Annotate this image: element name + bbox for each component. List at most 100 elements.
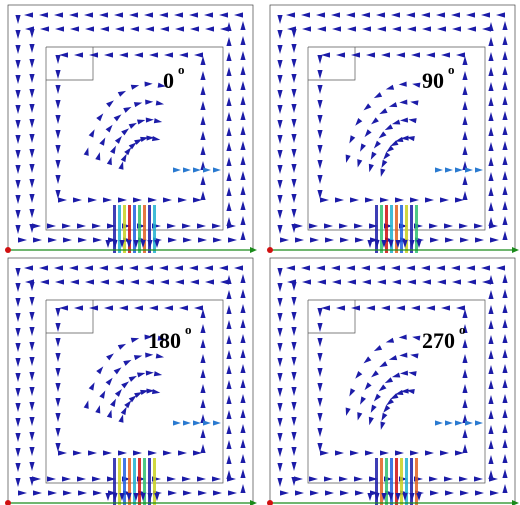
arrow [167, 223, 176, 228]
arrow [145, 82, 153, 87]
arrow [145, 100, 153, 105]
arrow [29, 29, 34, 38]
arrow [174, 12, 183, 17]
arrow [462, 191, 467, 200]
arrow [240, 469, 245, 478]
arrow [389, 355, 397, 360]
feed-strip [385, 458, 388, 505]
arrow [118, 91, 126, 97]
arrow [412, 83, 420, 88]
arrow [226, 305, 231, 314]
arrow [226, 157, 231, 166]
arrow [47, 223, 56, 228]
arrow [362, 26, 371, 31]
arrow [392, 373, 400, 378]
arrow [240, 409, 245, 418]
arrow [395, 390, 403, 395]
arrow [320, 450, 329, 455]
arrow [336, 305, 345, 310]
arrow [200, 191, 205, 200]
arrow [426, 52, 435, 57]
arrow [219, 12, 228, 17]
arrow [502, 186, 507, 195]
arrow [291, 164, 296, 173]
arrow [488, 380, 493, 389]
arrow [380, 450, 389, 455]
arrow [286, 12, 295, 17]
arrow [15, 135, 20, 144]
arrow [291, 104, 296, 113]
arrow [159, 265, 168, 270]
axis-arrowhead [512, 500, 519, 505]
arrow [63, 237, 72, 242]
arrow [234, 12, 243, 17]
arrow [291, 134, 296, 143]
arrow [371, 117, 379, 124]
arrow [119, 305, 128, 310]
arrow [115, 279, 124, 284]
arrow [422, 279, 431, 284]
arrow [124, 400, 131, 408]
feed-strip [380, 458, 383, 505]
arrow [105, 240, 110, 248]
arrow [460, 237, 469, 242]
degree-mark: o [185, 322, 192, 337]
arrow [15, 268, 20, 277]
arrow [291, 44, 296, 53]
arrow [435, 167, 443, 172]
arrow [441, 52, 450, 57]
arrow [40, 26, 49, 31]
arrow [183, 490, 192, 495]
arrow [189, 12, 198, 17]
arrow [89, 52, 98, 57]
arrow [29, 104, 34, 113]
arrow [163, 450, 172, 455]
arrow [325, 237, 334, 242]
arrow [374, 345, 382, 351]
arrow [502, 334, 507, 343]
arrow [488, 82, 493, 91]
arrow [226, 82, 231, 91]
arrow [301, 12, 310, 17]
arrow [502, 231, 507, 240]
arrow [115, 26, 124, 31]
arrow [58, 450, 67, 455]
arrow [15, 210, 20, 219]
arrow [15, 418, 20, 427]
arrow [366, 52, 375, 57]
arrow [280, 490, 289, 495]
arrow [133, 197, 142, 202]
arrow [240, 81, 245, 90]
arrow [474, 476, 483, 481]
arrow [277, 283, 282, 292]
arrow [291, 59, 296, 68]
arrow [89, 305, 98, 310]
arrow [441, 305, 450, 310]
arrow [399, 100, 407, 105]
arrow [376, 12, 385, 17]
arrow [488, 202, 493, 211]
arrow [118, 450, 127, 455]
arrow [213, 420, 221, 425]
phase-label: 180 [148, 328, 181, 353]
arrow [15, 328, 20, 337]
arrow [291, 402, 296, 411]
arrow [437, 26, 446, 31]
arrow [379, 131, 387, 138]
arrow [114, 265, 123, 270]
arrow [310, 237, 319, 242]
arrow [226, 320, 231, 329]
arrow [475, 237, 484, 242]
feed-strip [415, 458, 418, 505]
arrow [350, 197, 359, 202]
arrow [385, 124, 393, 130]
arrow [277, 15, 282, 24]
arrow [277, 358, 282, 367]
phase-label: 90 [422, 68, 444, 93]
feed-strip [385, 205, 388, 253]
arrow [115, 136, 122, 144]
arrow [355, 371, 362, 379]
arrow [240, 156, 245, 165]
arrow [445, 237, 454, 242]
arrow [15, 343, 20, 352]
